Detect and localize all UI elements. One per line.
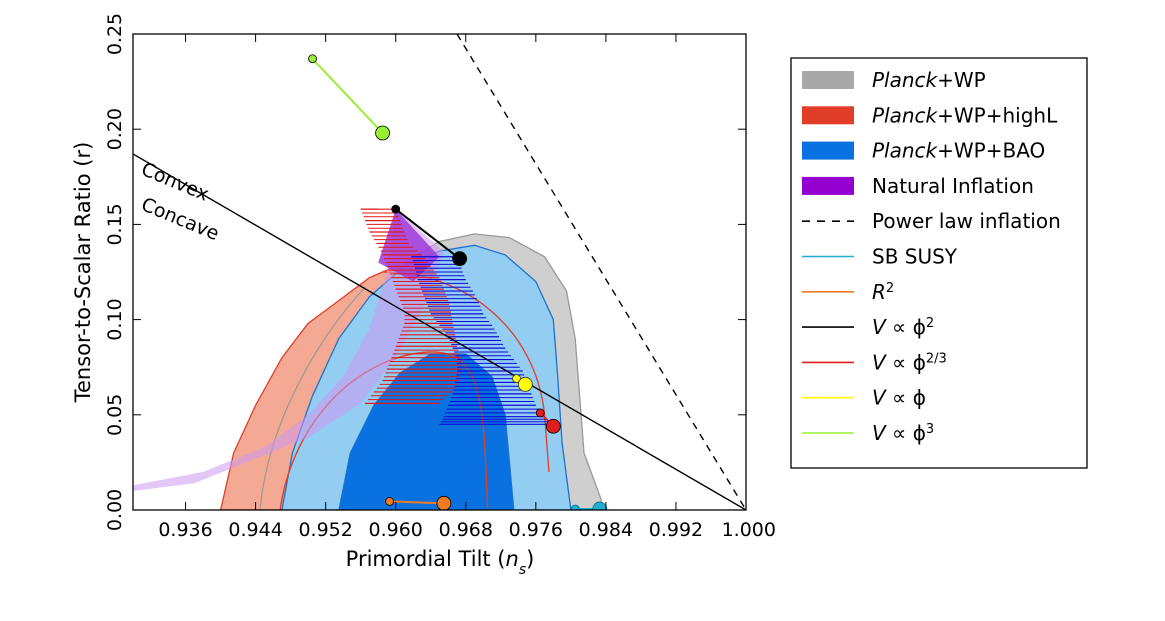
phi2-model-point: [391, 204, 401, 214]
x-tick-label: 1.000: [722, 519, 776, 541]
natural-legend-label: Natural Inflation: [872, 174, 1034, 198]
planck-wp-highl-legend-swatch: [802, 106, 854, 125]
planck-wp-inner-contour-line: [259, 286, 366, 510]
y-axis-label: Tensor-to-Scalar Ratio (r): [71, 142, 95, 404]
axis-ticks: 0.936 0.944 0.952 0.960 0.968 0.976 0.984 0.992…: [104, 13, 776, 541]
red-hatch-region: [360, 208, 462, 404]
y-tick-label: 0.05: [104, 394, 126, 436]
x-tick-label: 0.976: [509, 519, 563, 541]
x-axis-label: Primordial Tilt (ns): [346, 547, 535, 578]
phi23-model-point: [535, 408, 545, 418]
y-tick-label: 0.25: [104, 13, 126, 55]
x-tick-label: 0.968: [439, 519, 493, 541]
x-tick-label: 0.984: [579, 519, 633, 541]
x-tick-label: 0.944: [228, 519, 282, 541]
plot-area: [133, 34, 746, 510]
x-tick-label: 0.960: [369, 519, 423, 541]
phi1-legend-label: V ∝ ϕ: [872, 386, 926, 410]
legend-frame: [790, 57, 1088, 469]
phi3-model-point: [308, 54, 317, 64]
planck-wp-bao-legend-label: Planck+WP+BAO: [872, 139, 1045, 163]
phi23-legend-label: V ∝ ϕ2/3: [872, 350, 947, 374]
phi2-model-line: [395, 208, 461, 260]
r2-legend-label: R2: [872, 280, 894, 304]
phi3-model-line: [311, 58, 384, 134]
sb-susy-model-point: [592, 501, 608, 510]
plot-frame: [132, 33, 747, 511]
phi1-model-point: [512, 374, 521, 384]
r2-model-line: [389, 500, 444, 505]
y-tick-label: 0.00: [104, 489, 126, 531]
phi1-model-point: [517, 376, 533, 392]
y-tick-label: 0.15: [104, 203, 126, 245]
x-tick-label: 0.936: [158, 519, 212, 541]
legend: Planck+WP Planck+WP+highL Planck+WP+BAO Nat…: [790, 57, 1088, 469]
x-tick-label: 0.992: [649, 519, 703, 541]
planck-wp-bao-inner-region: [338, 353, 515, 510]
power-law-legend-label: Power law inflation: [872, 209, 1061, 233]
phi23-model-point: [545, 418, 561, 434]
sb-susy-legend-label: SB SUSY: [872, 245, 958, 269]
phi3-model-point: [375, 125, 390, 141]
natural-inflation-core: [378, 209, 440, 282]
phi2-legend-label: V ∝ ϕ2: [872, 315, 934, 339]
concave-label: Concave: [138, 193, 222, 245]
blue-hatch-region: [411, 256, 552, 425]
convex-concave-boundary-line: [133, 153, 746, 510]
r2-model-point: [385, 497, 394, 506]
sb-susy-model-point: [570, 504, 580, 510]
x-tick-label: 0.952: [298, 519, 352, 541]
phi2-model-point: [452, 251, 468, 267]
y-tick-label: 0.20: [104, 108, 126, 150]
phi3-legend-label: V ∝ ϕ3: [872, 421, 934, 445]
planck-wp-legend-label: Planck+WP: [872, 68, 986, 92]
planck-wp-bao-legend-swatch: [802, 141, 854, 160]
r2-model-point: [436, 495, 452, 510]
y-tick-label: 0.10: [104, 298, 126, 340]
natural-legend-swatch: [802, 176, 854, 195]
planck-wp-legend-swatch: [802, 71, 854, 89]
power-law-inflation-line: [456, 34, 746, 510]
planck-wp-highl-legend-label: Planck+WP+highL: [872, 103, 1058, 127]
